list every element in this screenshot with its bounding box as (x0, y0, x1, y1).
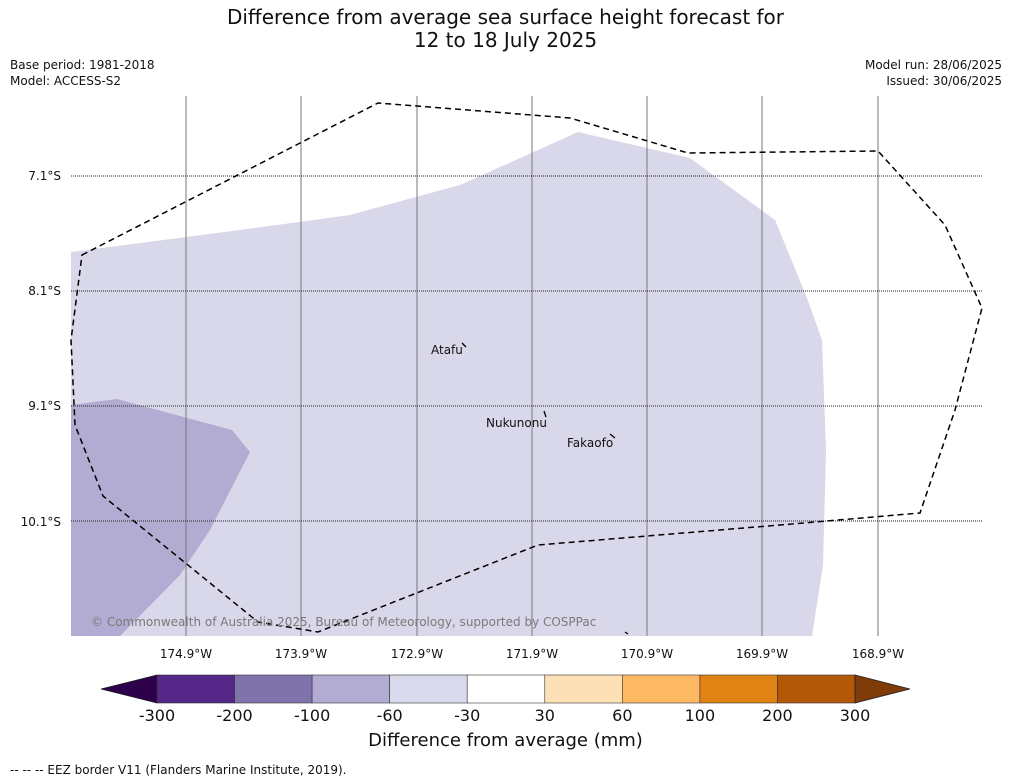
anomaly-region-light (71, 132, 826, 636)
lon-label-172-9: 172.9°W (391, 647, 443, 661)
lat-label-10-1: 10.1°S (21, 515, 61, 529)
colorbar-swatch (544, 674, 623, 704)
colorbar-swatches (100, 674, 911, 704)
colorbar-tick-label: -100 (294, 706, 330, 725)
lon-label-171-9: 171.9°W (506, 647, 558, 661)
eez-border (70, 102, 983, 633)
colorbar-extend-low (100, 674, 158, 704)
colorbar-swatch (234, 674, 313, 704)
colorbar-tick-label: -300 (139, 706, 175, 725)
title-line-1: Difference from average sea surface heig… (226, 5, 785, 29)
colorbar: -300 -200 -100 -60 -30 30 60 100 200 300 (100, 674, 911, 725)
colorbar-extend-high (854, 674, 911, 704)
lon-label-168-9: 168.9°W (852, 647, 904, 661)
atafu-island (461, 342, 467, 348)
eez-footnote: -- -- -- EEZ border V11 (Flanders Marine… (10, 763, 347, 777)
colorbar-swatch (311, 674, 390, 704)
colorbar-swatch (389, 674, 468, 704)
model-name: Model: ACCESS-S2 (10, 74, 122, 88)
colorbar-tick-label: 30 (535, 706, 555, 725)
issued-date: Issued: 30/06/2025 (886, 74, 1002, 88)
lat-label-9-1: 9.1°S (28, 399, 61, 413)
colorbar-tick-label: -200 (216, 706, 252, 725)
swains-island-speck (624, 631, 629, 635)
meta-right: Model run: 28/06/2025 Issued: 30/06/2025 (865, 57, 1002, 89)
colorbar-swatch (156, 674, 235, 704)
lon-label-174-9: 174.9°W (160, 647, 212, 661)
colorbar-swatch (622, 674, 701, 704)
anomaly-region-medium (71, 399, 250, 636)
lon-label-170-9: 170.9°W (621, 647, 673, 661)
title-line-2: 12 to 18 July 2025 (413, 28, 598, 52)
lat-label-7-1: 7.1°S (28, 169, 61, 183)
colorbar-tick-label: 200 (762, 706, 793, 725)
colorbar-swatch (466, 674, 546, 704)
base-period: Base period: 1981-2018 (10, 58, 155, 72)
colorbar-tick-label: 300 (840, 706, 871, 725)
place-label-atafu: Atafu (431, 343, 463, 357)
colorbar-tick-label: -30 (454, 706, 480, 725)
lon-label-173-9: 173.9°W (275, 647, 327, 661)
map-panel: 7.1°S 8.1°S 9.1°S 10.1°S 174.9°W 173.9°W… (21, 96, 983, 661)
colorbar-ticks: -300 -200 -100 -60 -30 30 60 100 200 300 (139, 706, 870, 725)
colorbar-swatch (777, 674, 856, 704)
model-run: Model run: 28/06/2025 (864, 58, 1002, 72)
copyright-notice: © Commonwealth of Australia 2025, Bureau… (91, 615, 596, 629)
lon-label-169-9: 169.9°W (736, 647, 788, 661)
colorbar-label: Difference from average (mm) (368, 730, 643, 751)
colorbar-tick-label: 100 (685, 706, 716, 725)
meta-left: Base period: 1981-2018 Model: ACCESS-S2 (10, 57, 155, 89)
colorbar-tick-label: -60 (377, 706, 403, 725)
place-label-nukunonu: Nukunonu (486, 416, 547, 430)
colorbar-swatch (699, 674, 778, 704)
fakaofo-island (609, 433, 616, 439)
nukunonu-island (543, 410, 547, 418)
chart-title: Difference from average sea surface heig… (0, 6, 1011, 52)
colorbar-tick-label: 60 (612, 706, 632, 725)
place-label-fakaofo: Fakaofo (567, 436, 613, 450)
lat-label-8-1: 8.1°S (28, 284, 61, 298)
meridian-lines (185, 96, 879, 636)
